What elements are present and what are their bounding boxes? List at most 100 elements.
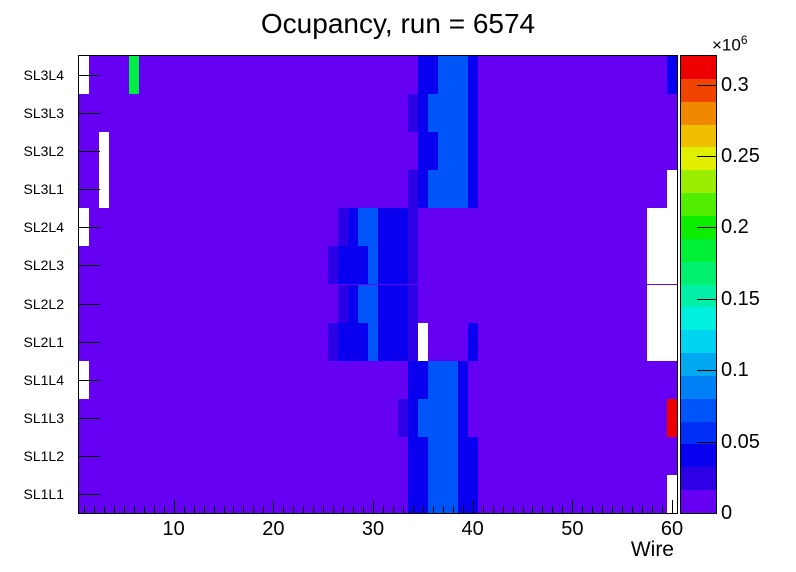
heatmap-cell <box>667 474 677 513</box>
heatmap-plot <box>78 55 678 514</box>
heatmap-cell <box>358 284 378 323</box>
x-axis-minor-tick <box>422 506 424 513</box>
colorbar-band <box>681 421 716 445</box>
y-axis-label: SL3L1 <box>23 181 64 198</box>
heatmap-cell <box>647 246 677 285</box>
x-axis-minor-tick <box>123 506 125 513</box>
x-axis-minor-tick <box>353 506 355 513</box>
x-axis-minor-tick <box>502 506 504 513</box>
heatmap-cell <box>427 474 458 513</box>
x-axis-minor-tick <box>582 506 584 513</box>
colorbar-band <box>681 101 716 125</box>
heatmap-cell <box>348 284 359 323</box>
y-axis-tick <box>79 379 100 381</box>
heatmap-cell <box>98 132 109 171</box>
heatmap-cell <box>407 474 428 513</box>
colorbar-band <box>681 467 716 491</box>
y-axis-label: SL3L4 <box>23 67 64 84</box>
x-axis-minor-tick <box>303 506 305 513</box>
colorbar-band <box>681 330 716 354</box>
x-axis-tick-label: 60 <box>660 518 684 540</box>
y-axis-label: SL1L1 <box>23 485 64 502</box>
heatmap-cell <box>467 170 478 209</box>
x-axis-minor-tick <box>103 506 105 513</box>
x-axis-minor-tick <box>343 506 345 513</box>
x-axis-minor-tick <box>233 506 235 513</box>
heatmap-cell <box>467 94 478 133</box>
heatmap-cell <box>407 246 418 285</box>
exponent-base: ×10 <box>712 35 741 55</box>
colorbar-band <box>681 261 716 285</box>
x-axis-minor-tick <box>652 506 654 513</box>
heatmap-cell <box>407 94 418 133</box>
heatmap-cell <box>368 246 378 285</box>
colorbar-band <box>681 124 716 148</box>
colorbar-tick-label: 0.2 <box>721 216 749 239</box>
heatmap-cell <box>417 94 428 133</box>
heatmap-cell <box>647 284 677 323</box>
x-axis-minor-tick <box>482 506 484 513</box>
heatmap-cell <box>338 322 369 361</box>
x-axis-minor-tick <box>462 506 464 513</box>
x-axis-minor-tick <box>532 506 534 513</box>
y-axis-tick <box>79 455 100 457</box>
x-axis-minor-tick <box>522 506 524 513</box>
heatmap-cell <box>427 360 458 399</box>
heatmap-cell <box>407 436 428 475</box>
colorbar-band <box>681 147 716 171</box>
x-axis-tick-label: 50 <box>561 518 584 540</box>
heatmap-cell <box>338 208 349 247</box>
colorbar-tick <box>697 227 716 229</box>
heatmap-cell <box>667 398 677 437</box>
heatmap-cell <box>647 322 677 361</box>
x-axis-minor-tick <box>612 506 614 513</box>
x-axis-minor-tick <box>143 506 145 513</box>
x-axis-minor-tick <box>213 506 215 513</box>
heatmap-cell <box>407 170 418 209</box>
colorbar-band <box>681 193 716 216</box>
x-axis-minor-tick <box>402 506 404 513</box>
x-axis-tick-label: 10 <box>162 518 185 540</box>
x-axis-minor-tick <box>432 506 434 513</box>
x-axis-major-tick <box>273 500 275 513</box>
y-axis-tick <box>79 303 100 305</box>
heatmap-cell <box>407 360 428 399</box>
colorbar-band <box>681 353 716 376</box>
x-axis-minor-tick <box>253 506 255 513</box>
heatmap-cell <box>417 132 438 171</box>
heatmap-cell <box>467 56 478 95</box>
heatmap-cell <box>457 436 478 475</box>
plot-title: Ocupancy, run = 6574 <box>260 8 536 39</box>
heatmap-cell <box>378 246 408 285</box>
heatmap-cell <box>427 170 468 209</box>
x-axis-minor-tick <box>333 506 335 513</box>
x-axis-minor-tick <box>552 506 554 513</box>
x-axis-minor-tick <box>93 506 95 513</box>
colorbar-band <box>681 78 716 102</box>
colorbar-band <box>681 375 716 399</box>
x-axis-minor-tick <box>452 506 454 513</box>
x-axis-major-tick <box>572 500 574 513</box>
heatmap-cell <box>427 436 458 475</box>
heatmap-cell <box>427 94 468 133</box>
colorbar-tick <box>697 441 716 443</box>
colorbar-tick-label: 0.3 <box>721 73 749 96</box>
colorbar-tick <box>697 513 716 514</box>
x-axis-minor-tick <box>83 506 85 513</box>
heatmap-cell <box>378 208 408 247</box>
colorbar-band <box>681 444 716 468</box>
colorbar-band <box>681 170 716 194</box>
x-axis-minor-tick <box>642 506 644 513</box>
y-axis-label: SL2L3 <box>23 257 64 274</box>
y-axis-tick <box>79 341 100 343</box>
colorbar-tick <box>697 155 716 157</box>
heatmap-cell <box>457 398 468 437</box>
heatmap-cell <box>338 284 349 323</box>
x-axis-minor-tick <box>412 506 414 513</box>
y-axis-label: SL2L4 <box>23 219 64 236</box>
x-axis-minor-tick <box>562 506 564 513</box>
heatmap-cell <box>378 284 408 323</box>
x-axis-tick-label: 20 <box>262 518 285 540</box>
x-axis-major-tick <box>373 500 375 513</box>
